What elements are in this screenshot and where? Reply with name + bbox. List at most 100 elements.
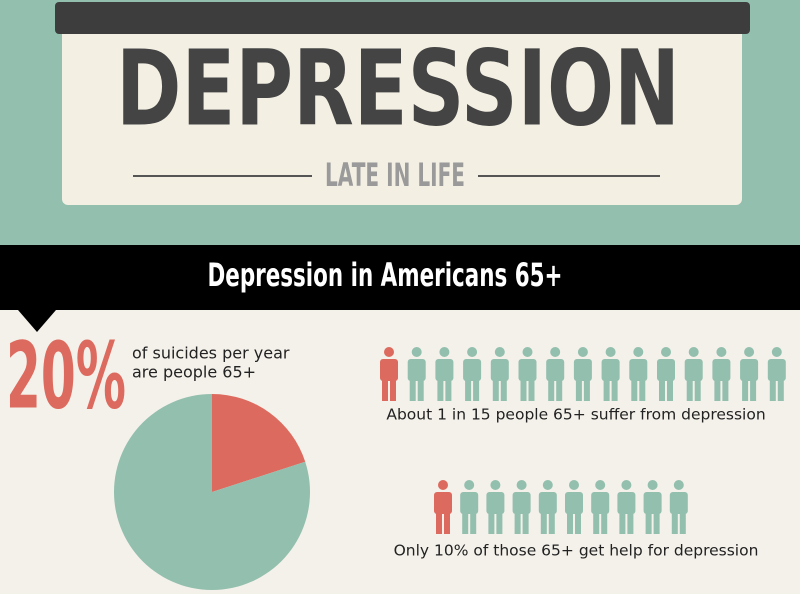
person-body: [601, 359, 620, 381]
person-body: [573, 359, 592, 381]
person-body: [518, 359, 537, 381]
person-leg: [417, 379, 424, 401]
person-leg: [444, 512, 450, 534]
person-leg: [645, 512, 652, 534]
person-leg: [639, 379, 646, 401]
person-leg: [492, 379, 499, 401]
person-icon: [767, 347, 786, 401]
pie-slice: [212, 394, 306, 492]
person-icon: [669, 480, 688, 534]
person-body: [434, 492, 452, 514]
person-head: [542, 480, 553, 490]
person-leg: [470, 512, 477, 534]
person-body: [546, 359, 565, 381]
person-icon: [601, 347, 620, 401]
person-body: [490, 359, 509, 381]
person-leg: [567, 512, 573, 534]
person-body: [617, 492, 636, 514]
person-leg: [769, 379, 776, 401]
stat-value: 20%: [6, 322, 126, 429]
person-icon: [546, 347, 565, 401]
person-leg: [694, 379, 701, 401]
person-head: [516, 480, 527, 490]
person-head: [550, 347, 561, 357]
person-head: [384, 347, 394, 357]
person-head: [595, 480, 606, 490]
person-body: [643, 492, 662, 514]
person-body: [657, 359, 675, 381]
person-leg: [473, 379, 480, 401]
person-leg: [750, 379, 757, 401]
person-leg: [653, 512, 660, 534]
person-body: [684, 359, 703, 381]
person-leg: [520, 379, 527, 401]
person-body: [460, 492, 479, 514]
person-leg: [679, 512, 686, 534]
person-leg: [659, 379, 665, 401]
person-leg: [488, 512, 495, 534]
person-head: [771, 347, 782, 357]
person-leg: [500, 379, 507, 401]
person-leg: [528, 379, 535, 401]
person-leg: [722, 379, 729, 401]
person-head: [716, 347, 727, 357]
person-head: [577, 347, 588, 357]
icon-caption: Only 10% of those 65+ get help for depre…: [394, 542, 759, 560]
person-leg: [575, 512, 581, 534]
person-leg: [522, 512, 529, 534]
person-leg: [714, 379, 721, 401]
person-head: [688, 347, 699, 357]
person-icon: [380, 347, 398, 401]
stat-text: of suicides per year: [132, 344, 290, 363]
person-icon: [740, 347, 759, 401]
stat-text: are people 65+: [132, 363, 256, 382]
person-icon: [617, 480, 636, 534]
person-head: [522, 347, 533, 357]
person-leg: [611, 379, 618, 401]
person-icon: [434, 480, 452, 534]
person-body: [712, 359, 731, 381]
person-icon: [629, 347, 648, 401]
person-leg: [514, 512, 521, 534]
person-leg: [548, 512, 555, 534]
person-body: [740, 359, 759, 381]
person-icon: [643, 480, 662, 534]
person-head: [633, 347, 644, 357]
person-head: [569, 480, 579, 490]
person-body: [767, 359, 786, 381]
person-leg: [436, 512, 442, 534]
person-head: [647, 480, 658, 490]
person-icon: [591, 480, 610, 534]
person-leg: [583, 379, 590, 401]
person-body: [486, 492, 505, 514]
person-leg: [671, 512, 678, 534]
person-body: [512, 492, 531, 514]
person-leg: [540, 512, 547, 534]
person-icon: [538, 480, 557, 534]
icon-caption: About 1 in 15 people 65+ suffer from dep…: [386, 406, 765, 424]
person-body: [463, 359, 482, 381]
subtitle: LATE IN LIFE: [325, 156, 465, 194]
header-bar: [55, 2, 750, 34]
person-body: [380, 359, 398, 381]
person-head: [661, 347, 671, 357]
pie-slice: [113, 394, 310, 590]
person-head: [467, 347, 478, 357]
person-body: [669, 492, 688, 514]
person-head: [490, 480, 501, 490]
person-icon: [486, 480, 505, 534]
section-band: [0, 245, 800, 310]
person-leg: [601, 512, 608, 534]
person-leg: [777, 379, 784, 401]
section-title: Depression in Americans 65+: [208, 256, 563, 294]
person-icon: [463, 347, 482, 401]
person-icon: [657, 347, 675, 401]
person-head: [439, 347, 450, 357]
person-leg: [390, 379, 396, 401]
person-leg: [742, 379, 749, 401]
person-icon: [518, 347, 537, 401]
person-leg: [603, 379, 610, 401]
person-leg: [382, 379, 388, 401]
